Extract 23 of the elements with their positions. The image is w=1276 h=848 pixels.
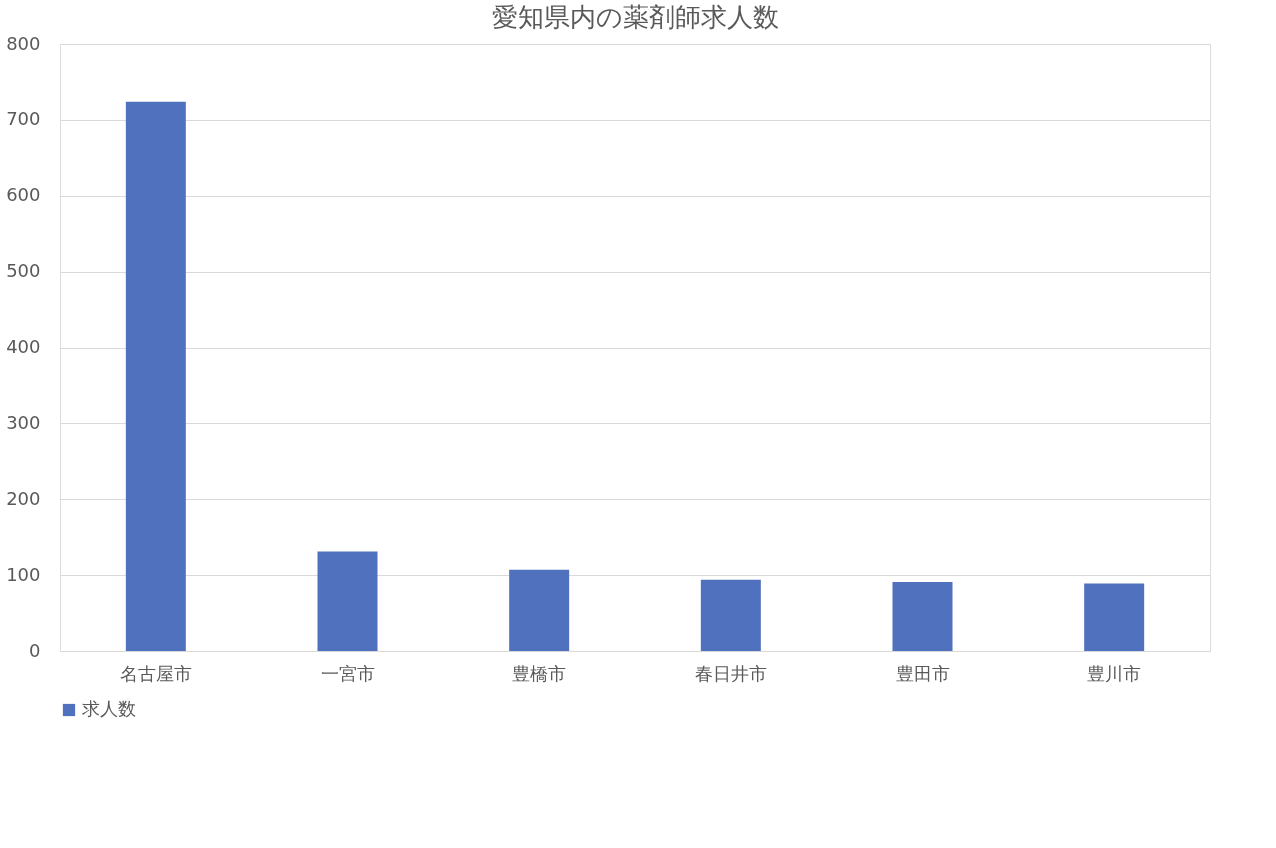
legend-label: 求人数 <box>82 698 136 719</box>
x-tick-label: 豊田市 <box>895 662 950 684</box>
x-tick-label: 豊橋市 <box>512 662 567 684</box>
y-tick-label: 0 <box>29 639 41 661</box>
bar <box>125 101 186 651</box>
y-tick-label: 300 <box>6 411 41 433</box>
x-tick-label: 豊川市 <box>1087 662 1142 684</box>
bar <box>700 579 761 651</box>
chart-title: 愛知県内の薬剤師求人数 <box>491 2 779 32</box>
y-tick-label: 100 <box>6 563 41 585</box>
y-tick-label: 600 <box>6 184 41 206</box>
bar <box>892 581 953 651</box>
y-tick-label: 700 <box>6 108 41 130</box>
bar <box>509 569 570 651</box>
x-tick-label: 一宮市 <box>320 662 375 684</box>
y-tick-label: 500 <box>6 260 41 282</box>
bar <box>317 551 378 651</box>
x-tick-label: 春日井市 <box>694 662 767 684</box>
y-tick-label: 200 <box>6 487 41 509</box>
bar <box>1084 583 1145 651</box>
y-tick-label: 800 <box>6 32 41 54</box>
x-tick-label: 名古屋市 <box>119 662 192 684</box>
y-tick-label: 400 <box>6 336 41 357</box>
